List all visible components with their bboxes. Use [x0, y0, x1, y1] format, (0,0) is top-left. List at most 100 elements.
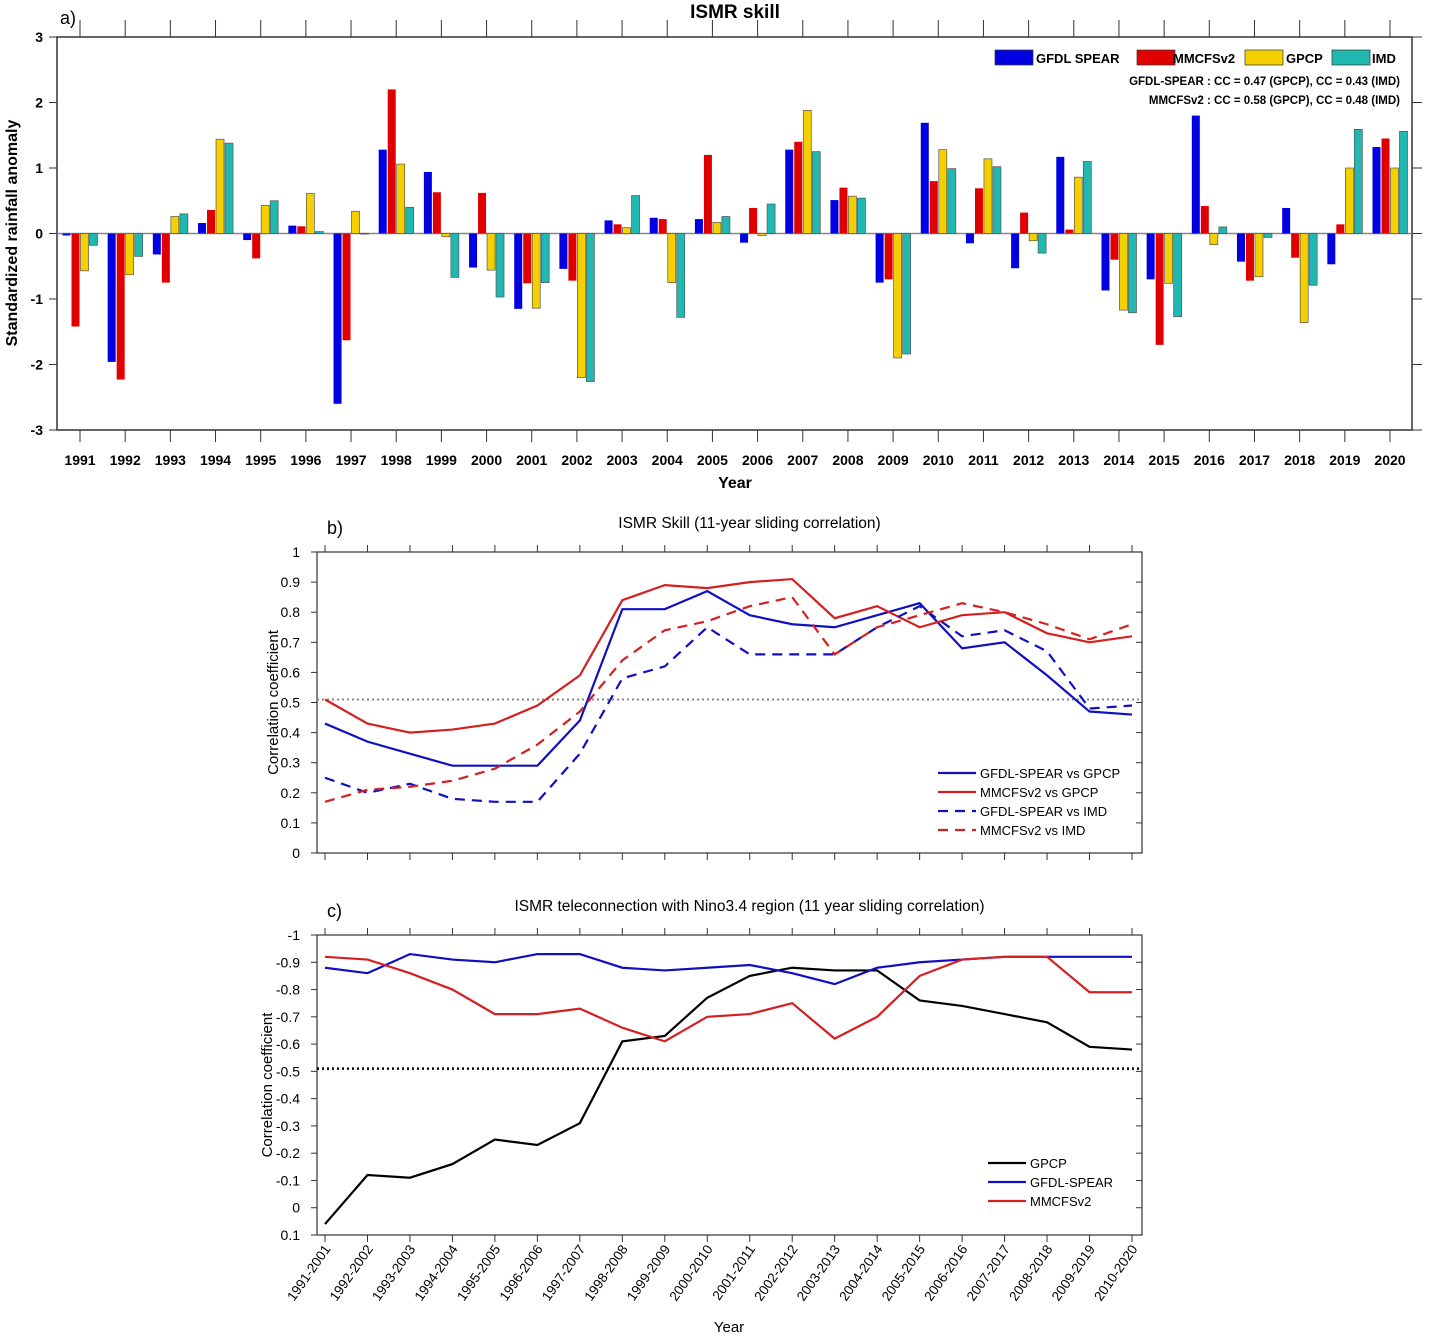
bar-gpcp-2001 — [531, 233, 541, 309]
x-tick-label: 2005 — [697, 452, 728, 468]
bar-gpcp-1994 — [215, 138, 225, 234]
bar-gpcp-2007 — [802, 110, 812, 234]
bar-mmcfsv2-2003 — [613, 224, 622, 234]
y-tick-label: 0.5 — [281, 695, 301, 711]
y-tick-label: -3 — [31, 422, 44, 438]
x-tick-label: 2001-2011 — [709, 1242, 758, 1303]
bar-gfdl-spear-2007 — [785, 149, 794, 234]
bar-gpcp-2003 — [622, 227, 631, 234]
legend-swatch — [1136, 49, 1176, 66]
bar-imd-1994 — [224, 142, 234, 234]
bar-mmcfsv2-2005 — [703, 154, 712, 234]
x-tick-label: 2010 — [923, 452, 954, 468]
y-tick-label: 0 — [292, 1200, 300, 1216]
bar-gpcp-1992 — [125, 233, 135, 276]
bar-gpcp-2004 — [667, 233, 677, 283]
bar-gfdl-spear-2018 — [1282, 207, 1291, 234]
bar-gpcp-1997 — [351, 210, 360, 234]
bar-gfdl-spear-1996 — [288, 225, 297, 234]
legend-label: MMCFSv2 — [1030, 1194, 1091, 1209]
y-tick-label: -0.6 — [276, 1036, 300, 1052]
line-mmcfsv2-vs-gpcp — [324, 577, 1133, 734]
bar-imd-2002 — [586, 233, 595, 382]
panel-a: -3 -2 -1 0 1 2 3 1991 1992 1993 1994 1995 1996 1997 19… — [4, 2, 1422, 492]
y-tick-label: 0.8 — [281, 604, 301, 620]
y-tick-label: 0.9 — [281, 574, 301, 590]
bar-imd-1996 — [315, 231, 324, 234]
bar-gpcp-2014 — [1119, 233, 1128, 311]
x-tick-label: 2000 — [471, 452, 502, 468]
line-gfdl-spear-vs-imd — [324, 604, 1133, 803]
bar-mmcfsv2-1991 — [71, 233, 80, 327]
y-tick-label: -0.5 — [276, 1063, 300, 1079]
bar-imd-2015 — [1173, 233, 1182, 318]
x-tick-label: 2016 — [1194, 452, 1225, 468]
bar-imd-2016 — [1218, 226, 1228, 234]
line-mmcfsv2-vs-imd — [324, 595, 1133, 803]
x-tick-label: 2002 — [561, 452, 592, 468]
x-tick-label: 2013 — [1058, 452, 1089, 468]
bar-imd-1997 — [360, 233, 369, 235]
bar-mmcfsv2-2018 — [1291, 233, 1300, 258]
y-tick-label: 2 — [35, 95, 43, 111]
bar-gpcp-1991 — [80, 233, 89, 272]
bar-gfdl-spear-2014 — [1101, 233, 1110, 291]
x-tick-label: 2009 — [878, 452, 909, 468]
bar-gfdl-spear-2005 — [694, 219, 703, 234]
bar-gfdl-spear-1992 — [107, 233, 116, 362]
bar-gpcp-2000 — [486, 233, 496, 271]
bar-gpcp-2015 — [1164, 233, 1173, 284]
y-tick-label: -0.8 — [276, 982, 300, 998]
bar-mmcfsv2-2001 — [523, 233, 532, 284]
x-tick-label: 2004 — [652, 452, 683, 468]
legend-label: GFDL-SPEAR vs IMD — [980, 804, 1107, 819]
x-tick-label: 2017 — [1239, 452, 1270, 468]
x-tick-label: 1991 — [64, 452, 95, 468]
bar-gfdl-spear-2016 — [1191, 115, 1200, 234]
y-tick-label: 0.1 — [281, 815, 301, 831]
x-tick-label: 2003 — [606, 452, 637, 468]
x-tick-label: 2020 — [1374, 452, 1405, 468]
x-tick-label: 1997 — [335, 452, 366, 468]
x-tick-label: 1992 — [110, 452, 141, 468]
bar-gfdl-spear-2013 — [1056, 156, 1065, 234]
x-tick-label: 2011 — [968, 452, 999, 468]
bar-gfdl-spear-2017 — [1236, 233, 1245, 262]
bar-gfdl-spear-1998 — [378, 149, 387, 234]
bar-gpcp-2009 — [893, 233, 902, 359]
bar-imd-2006 — [766, 203, 776, 234]
panel-b: 0 0.1 0.2 0.3 0.4 0.5 0.6 0.7 0.8 0.9 1 GFDL-SPEAR … — [265, 515, 1143, 861]
bar-gpcp-2017 — [1254, 233, 1264, 278]
bar-imd-1999 — [450, 233, 460, 278]
panel-label: c) — [327, 901, 342, 921]
x-axis-label: Year — [718, 475, 752, 492]
y-axis-label: Correlation coefficient — [259, 1012, 276, 1158]
bar-imd-2019 — [1353, 129, 1363, 234]
bar-mmcfsv2-1994 — [207, 209, 216, 234]
bar-gfdl-spear-2011 — [965, 233, 974, 244]
bar-gpcp-1996 — [306, 193, 315, 234]
bar-gfdl-spear-1995 — [243, 233, 252, 241]
bar-mmcfsv2-2015 — [1155, 233, 1164, 345]
x-tick-label: 1998 — [381, 452, 412, 468]
legend-label: GFDL-SPEAR vs GPCP — [980, 766, 1120, 781]
y-tick-label: 0.2 — [281, 785, 301, 801]
x-tick-label: 1993 — [155, 452, 186, 468]
y-tick-label: 0 — [292, 845, 300, 861]
x-tick-label: 2015 — [1149, 452, 1180, 468]
bar-gfdl-spear-2001 — [514, 233, 523, 309]
bar-gfdl-spear-2004 — [649, 217, 658, 234]
y-tick-label: -0.1 — [276, 1172, 300, 1188]
cc-annotation: MMCFSv2 : CC = 0.58 (GPCP), CC = 0.48 (I… — [1149, 95, 1400, 107]
bar-gfdl-spear-2000 — [469, 233, 478, 268]
y-tick-label: 0.6 — [281, 664, 301, 680]
bar-imd-2003 — [631, 195, 640, 234]
x-tick-label: 2018 — [1284, 452, 1315, 468]
line-gfdl-spear-vs-gpcp — [324, 589, 1133, 767]
legend-label: IMD — [1372, 51, 1396, 66]
bar-imd-2011 — [992, 166, 1002, 234]
bar-mmcfsv2-2013 — [1065, 229, 1074, 234]
bar-imd-2020 — [1399, 130, 1408, 234]
x-tick-label: 1995 — [245, 452, 276, 468]
bar-mmcfsv2-1998 — [387, 89, 396, 234]
